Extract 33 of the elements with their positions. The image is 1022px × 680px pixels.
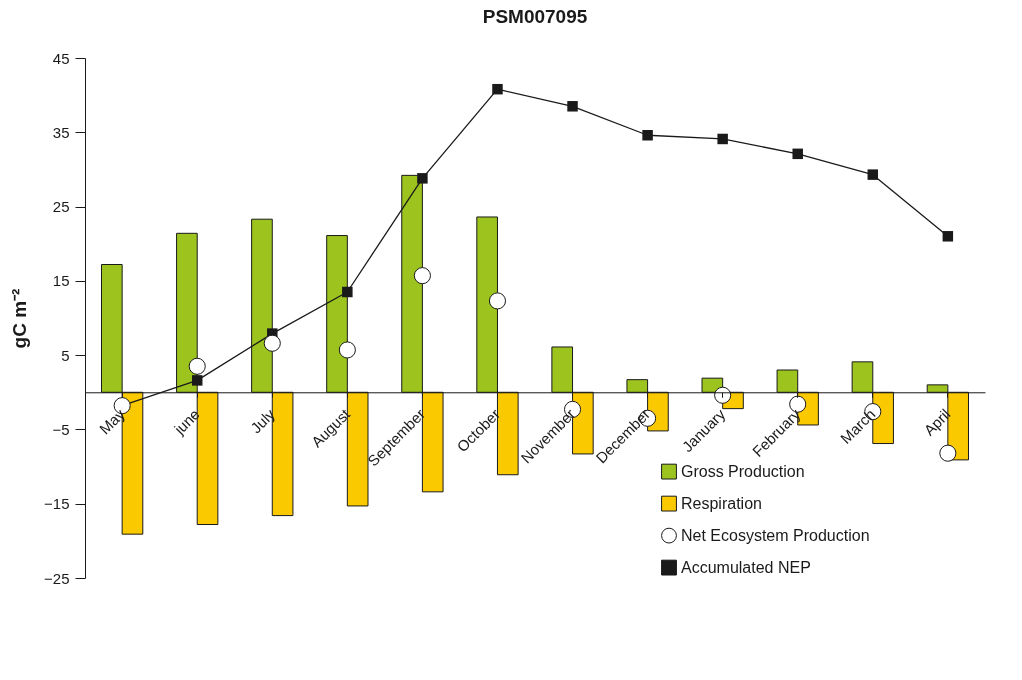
point [567, 101, 578, 112]
legend-label: Net Ecosystem Production [681, 526, 870, 544]
point [338, 341, 356, 359]
legend-label: Respiration [681, 494, 762, 512]
y-tick-label: −25 [44, 569, 70, 587]
y-axis-title: gC m⁻² [9, 288, 31, 349]
y-tick-label: 35 [52, 123, 70, 141]
y-tick-label: 45 [52, 49, 70, 67]
point [939, 444, 957, 462]
legend-label: Accumulated NEP [681, 558, 811, 576]
y-tick-label: 25 [52, 198, 70, 216]
point [714, 386, 732, 404]
y-tick-label: 5 [61, 346, 70, 364]
point [942, 231, 954, 242]
point [188, 357, 206, 375]
point [717, 133, 728, 145]
point [263, 334, 281, 352]
point [792, 148, 803, 160]
point [417, 173, 428, 184]
point [642, 130, 653, 141]
y-tick-label: −15 [44, 495, 70, 513]
point [867, 169, 879, 180]
legend-label: Gross Production [681, 462, 805, 480]
point [191, 375, 203, 386]
point [342, 286, 353, 298]
y-tick-label: −5 [52, 420, 70, 438]
point [413, 267, 431, 285]
point [492, 83, 503, 95]
x-tick-label: July [247, 405, 279, 437]
chart-title: PSM007095 [482, 6, 588, 27]
x-tick-label: May [95, 405, 129, 438]
y-tick-label: 15 [52, 272, 70, 290]
point [488, 292, 507, 310]
